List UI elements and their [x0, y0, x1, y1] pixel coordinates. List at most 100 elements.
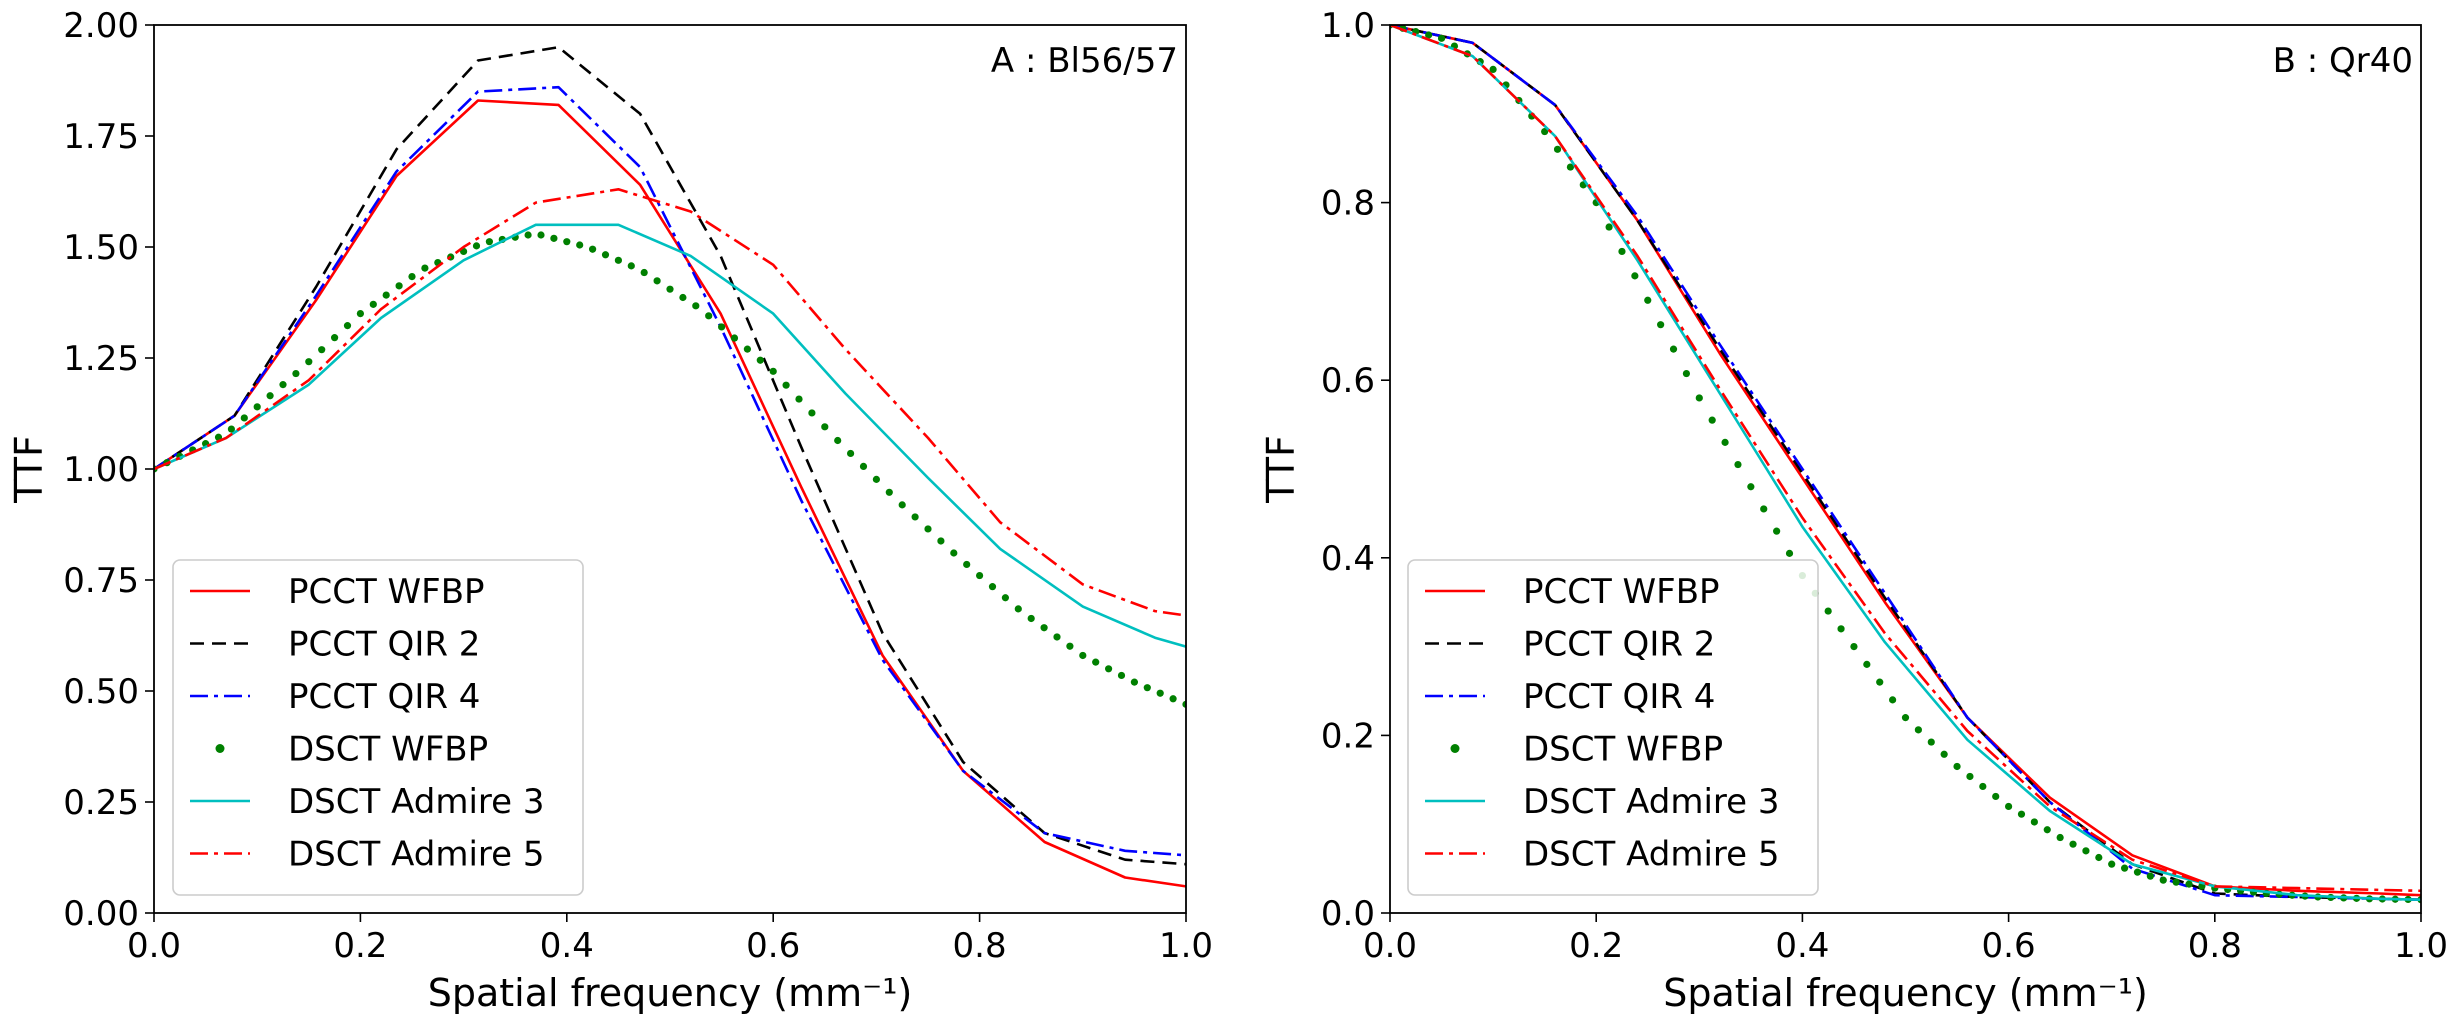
- data-point: [1092, 658, 1100, 666]
- data-point: [1669, 345, 1678, 353]
- y-tick-label: 1.75: [63, 117, 139, 157]
- series-line-dsct-admire-3: [1390, 25, 2421, 901]
- y-tick-label: 0.00: [63, 894, 139, 934]
- data-point: [2146, 872, 2154, 880]
- data-point: [2120, 864, 2129, 872]
- chart-panel-a: 0.0 0.2 0.4 0.6 0.8 1.0 0.00 0.25 0.50 0.75 1.00 1.…: [7, 6, 1213, 1015]
- y-tick-label: 0.8: [1321, 184, 1375, 224]
- data-point: [1117, 671, 1126, 680]
- data-point: [331, 334, 339, 342]
- x-axis-label: Spatial frequency (mm⁻¹): [1663, 971, 2148, 1015]
- legend-entry-label: PCCT WFBP: [1523, 572, 1720, 612]
- y-tick-label: 0.4: [1321, 539, 1375, 579]
- data-point: [1682, 369, 1691, 378]
- data-point: [898, 501, 906, 509]
- x-tick-label: 0.6: [746, 926, 800, 966]
- data-point: [227, 425, 235, 433]
- data-point: [240, 414, 248, 422]
- x-tick-label: 1.0: [1159, 926, 1213, 966]
- legend-entry-label: DSCT Admire 5: [288, 835, 544, 875]
- data-point: [343, 322, 352, 330]
- data-point: [2133, 868, 2142, 876]
- y-tick-label: 0.6: [1321, 361, 1375, 401]
- y-tick-label: 1.0: [1321, 6, 1375, 46]
- data-point: [2108, 860, 2116, 868]
- data-point: [950, 549, 958, 557]
- data-point: [627, 262, 635, 270]
- data-point: [924, 525, 932, 533]
- data-point: [550, 234, 558, 242]
- legend-entry-label: DSCT WFBP: [288, 730, 488, 770]
- data-point: [524, 231, 532, 239]
- data-point: [1773, 527, 1781, 535]
- data-point: [730, 334, 739, 342]
- data-point: [2005, 802, 2013, 811]
- plot-frame: [1389, 24, 2422, 914]
- legend-marker: [1450, 744, 1460, 753]
- series-line-dsct-admire-5: [1390, 25, 2421, 893]
- data-point: [318, 346, 326, 354]
- data-point: [369, 300, 377, 308]
- series-line-pcct-qir-4: [1390, 25, 2421, 901]
- legend-entry-label: PCCT QIR 4: [1523, 677, 1715, 717]
- data-point: [2056, 833, 2064, 842]
- data-point: [1489, 65, 1497, 73]
- x-tick-label: 0.2: [1569, 926, 1623, 966]
- data-point: [1105, 665, 1113, 673]
- data-point: [408, 273, 416, 281]
- data-point: [485, 238, 493, 246]
- data-point: [2095, 853, 2103, 862]
- data-point: [382, 291, 390, 299]
- data-point: [859, 462, 868, 471]
- legend-entry-label: DSCT Admire 3: [288, 782, 544, 822]
- data-point: [1130, 678, 1138, 686]
- legend-box: [172, 559, 584, 896]
- data-point: [834, 436, 842, 445]
- data-point: [1066, 642, 1074, 650]
- x-tick-label: 0.2: [333, 926, 387, 966]
- data-point: [601, 251, 610, 259]
- data-point: [1721, 438, 1729, 446]
- data-point: [640, 268, 648, 277]
- data-point: [872, 475, 881, 483]
- data-point: [1747, 483, 1755, 491]
- panel-annotation: A : Bl56/57: [991, 41, 1178, 81]
- legend-entry-label: DSCT Admire 5: [1523, 835, 1779, 875]
- data-point: [2172, 878, 2180, 886]
- data-point: [795, 395, 803, 403]
- data-point: [1040, 624, 1048, 632]
- data-point: [2043, 826, 2051, 834]
- y-tick-label: 0.2: [1321, 716, 1375, 756]
- legend-entry-label: PCCT QIR 4: [288, 677, 480, 717]
- series-line-dsct-admire-3: [154, 223, 1186, 648]
- data-point: [1695, 394, 1703, 402]
- legend-entry-label: PCCT QIR 2: [288, 625, 480, 665]
- data-point: [589, 245, 597, 253]
- legend-marker: [215, 744, 225, 753]
- data-point: [1927, 738, 1935, 746]
- data-point: [1824, 607, 1832, 615]
- data-point: [1566, 163, 1575, 171]
- data-point: [782, 381, 790, 389]
- data-point: [1605, 223, 1613, 231]
- y-tick-label: 1.50: [63, 228, 139, 268]
- data-point: [563, 238, 571, 246]
- data-point: [756, 356, 764, 364]
- data-point: [1631, 272, 1639, 280]
- data-point: [2030, 818, 2038, 826]
- data-point: [279, 381, 287, 389]
- y-axis-label: TTF: [7, 435, 51, 504]
- data-point: [1027, 614, 1035, 623]
- data-point: [537, 231, 545, 239]
- x-tick-label: 0.4: [1775, 926, 1829, 966]
- data-point: [653, 277, 661, 285]
- x-tick-label: 0.8: [953, 926, 1007, 966]
- data-point: [743, 345, 752, 353]
- data-point: [1940, 750, 1948, 758]
- x-tick-label: 0.0: [1363, 926, 1417, 966]
- data-point: [1541, 127, 1549, 136]
- data-point: [911, 513, 919, 521]
- legend-entry-label: PCCT QIR 2: [1523, 625, 1715, 665]
- data-point: [1914, 726, 1922, 734]
- data-point: [847, 449, 855, 458]
